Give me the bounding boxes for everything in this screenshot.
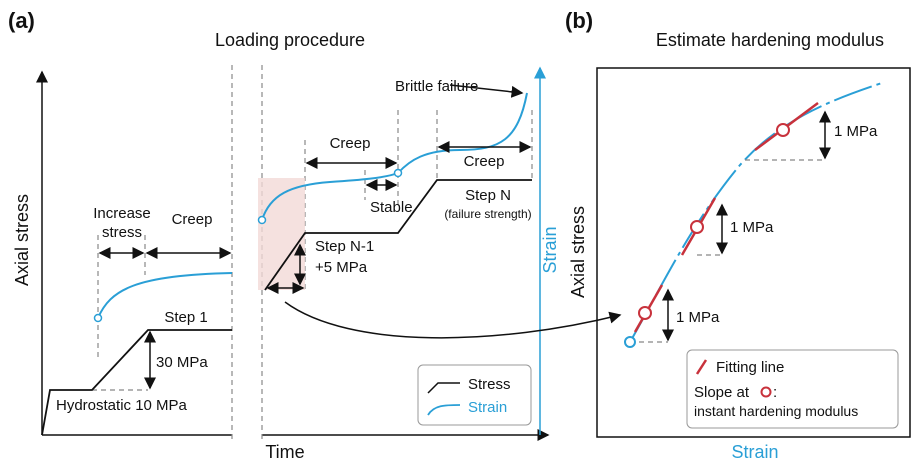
fitting-lines bbox=[633, 101, 819, 333]
y2-axis-label: Strain bbox=[540, 226, 560, 273]
legend-box bbox=[686, 349, 899, 429]
legend-swatch bbox=[695, 359, 708, 375]
panel-label: (b) bbox=[565, 8, 593, 33]
arrows bbox=[98, 84, 622, 390]
annotation: Step N bbox=[465, 187, 511, 204]
legend-box bbox=[417, 364, 532, 426]
annotation: Creep bbox=[464, 153, 505, 170]
panel-title: Estimate hardening modulus bbox=[656, 30, 884, 50]
y-axis-label: Axial stress bbox=[568, 206, 588, 298]
legend-label: Stress bbox=[468, 376, 511, 393]
legend-label: Slope at bbox=[694, 384, 750, 401]
annotation: 1 MPa bbox=[676, 309, 720, 326]
annotation: 30 MPa bbox=[156, 354, 208, 371]
legend-label: Fitting line bbox=[716, 359, 784, 376]
axes bbox=[36, 66, 550, 441]
annotation: Creep bbox=[172, 211, 213, 228]
annotation: Stable bbox=[370, 199, 413, 216]
annotation: Hydrostatic 10 MPa bbox=[56, 397, 188, 414]
legend-swatch bbox=[427, 404, 461, 416]
strain-curve bbox=[97, 92, 528, 319]
annotation: stress bbox=[102, 224, 142, 241]
guides bbox=[630, 159, 825, 343]
annotation: (failure strength) bbox=[444, 207, 531, 221]
points bbox=[624, 123, 790, 348]
legend-label: instant hardening modulus bbox=[694, 403, 858, 419]
panel-title: Loading procedure bbox=[215, 30, 365, 50]
x-axis-label: Time bbox=[265, 442, 304, 462]
stress-line bbox=[41, 179, 532, 436]
legend-label: Strain bbox=[468, 399, 507, 416]
panel-frame bbox=[596, 67, 911, 438]
arrows bbox=[662, 110, 831, 342]
legend-swatch bbox=[760, 386, 772, 398]
legend-label: : bbox=[773, 384, 777, 401]
annotation: Increase bbox=[93, 205, 151, 222]
legend-swatch bbox=[427, 382, 460, 394]
y-axis-label: Axial stress bbox=[12, 194, 32, 286]
annotation: 1 MPa bbox=[834, 123, 878, 140]
annotation: Creep bbox=[330, 135, 371, 152]
annotation: Step 1 bbox=[164, 309, 207, 326]
x-axis-label: Strain bbox=[731, 442, 778, 462]
annotation: Brittle failure bbox=[395, 78, 478, 95]
points bbox=[93, 168, 403, 323]
annotation: Step N-1 bbox=[315, 238, 374, 255]
annotation: 1 MPa bbox=[730, 219, 774, 236]
annotation: +5 MPa bbox=[315, 259, 368, 276]
panel-label: (a) bbox=[8, 8, 35, 33]
